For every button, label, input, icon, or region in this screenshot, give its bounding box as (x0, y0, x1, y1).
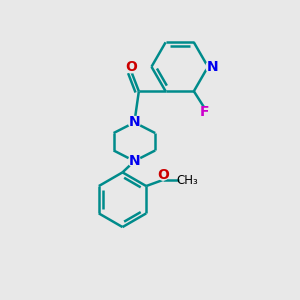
Text: N: N (207, 60, 218, 74)
Circle shape (158, 169, 169, 180)
Circle shape (206, 60, 219, 73)
Text: F: F (200, 105, 209, 119)
Circle shape (126, 62, 137, 73)
Text: N: N (129, 154, 140, 168)
Text: O: O (125, 61, 137, 74)
Text: N: N (129, 116, 140, 129)
Circle shape (128, 116, 140, 128)
Text: O: O (157, 168, 169, 182)
Circle shape (128, 155, 140, 167)
Text: CH₃: CH₃ (176, 174, 198, 187)
Circle shape (199, 107, 210, 117)
